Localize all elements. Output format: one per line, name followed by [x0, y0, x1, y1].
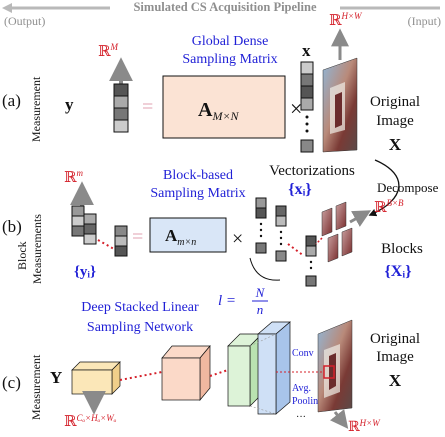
block-matrix: [149, 217, 227, 253]
global-matrix: [162, 75, 286, 139]
yi-symbol: {yᵢ}: [74, 264, 96, 280]
original-image-c: [317, 319, 353, 413]
times-a: ×: [290, 96, 302, 121]
panel-a: (a) Measurement ℝM y = Global Dense Samp…: [2, 11, 420, 154]
decompose-arrow: [368, 159, 400, 217]
x-symbol: x: [302, 41, 311, 60]
arrow-blocks: [349, 210, 372, 227]
global-matrix-title-2: Sampling Matrix: [182, 52, 277, 67]
ratio-l: l =: [218, 293, 236, 309]
panel-b-measurement-label-2: Measurements: [30, 214, 44, 284]
pipeline-header: Simulated CS Acquisition Pipeline (Outpu…: [2, 0, 441, 28]
times-b: ×: [232, 228, 243, 250]
panel-c: (c) Measurement Deep Stacked Linear Samp…: [2, 300, 420, 435]
matrix-a-symbol: AM×N: [198, 99, 240, 123]
Y-symbol: Y: [50, 368, 62, 387]
block-matrix-title-2: Sampling Matrix: [150, 186, 245, 201]
link-c2: [209, 369, 229, 377]
panel-b-label: (b): [2, 217, 22, 236]
vectorizations-symbol: {xᵢ}: [288, 181, 311, 198]
feature-map-yellow: [71, 361, 121, 395]
y-symbol: y: [65, 95, 74, 114]
yi-vectors: [71, 205, 128, 257]
feature-map-blue: [257, 321, 291, 415]
arrow-down-image-c: [330, 409, 349, 429]
space-rhw-c: ℝH×W: [348, 418, 381, 435]
panel-b-measurement-label-1: Block: [15, 241, 29, 270]
panel-a-measurement-label: Measurement: [29, 76, 43, 142]
global-matrix-title-1: Global Dense: [192, 34, 269, 49]
ratio-denominator: n: [257, 302, 264, 317]
network-title-1: Deep Stacked Linear: [81, 300, 199, 315]
image-a-label-2: Image: [376, 113, 414, 129]
xi-brace: [249, 257, 281, 281]
matrix-b-symbol: Am×n: [165, 226, 196, 248]
vectorizations-label: Vectorizations: [269, 163, 355, 179]
block-matrix-title-1: Block-based: [163, 168, 233, 183]
equals-a: =: [142, 96, 153, 118]
conv-label: Conv: [292, 348, 314, 359]
input-label: (Input): [408, 14, 441, 28]
panel-c-measurement-label: Measurement: [29, 354, 43, 420]
ratio-numerator: N: [255, 285, 266, 300]
original-image-a: [322, 57, 358, 153]
x-vector-dots: [305, 115, 309, 133]
image-c-label-1: Original: [370, 331, 420, 347]
equals-b: =: [132, 226, 143, 248]
pool-label-1: Avg.: [292, 383, 311, 394]
panel-b: (b) Block Measurements ℝm {yᵢ} = Block-b…: [2, 168, 423, 317]
pool-label-2: Pooling: [292, 396, 323, 407]
image-c-symbol: X: [389, 371, 402, 390]
panel-c-label: (c): [2, 373, 21, 392]
blocks-label: Blocks: [381, 241, 423, 257]
image-a-symbol: X: [389, 135, 402, 154]
ellipsis-label: ···: [296, 412, 306, 423]
space-rm-b: ℝm: [64, 168, 83, 186]
space-rbb: ℝB×B: [374, 198, 404, 216]
image-a-label-1: Original: [370, 94, 420, 110]
output-label: (Output): [4, 14, 45, 28]
link-c1: [119, 371, 163, 381]
space-c: ℝCₒ×Hₒ×Wₒ: [64, 413, 117, 430]
network-title-2: Sampling Network: [87, 320, 193, 335]
decompose-label: Decompose: [377, 180, 439, 195]
space-rm: ℝM: [98, 42, 118, 60]
pipeline-arrow-head: [2, 3, 12, 13]
space-rhw-a: ℝH×W: [329, 11, 363, 29]
image-c-label-2: Image: [376, 349, 414, 365]
feature-map-green: [227, 333, 263, 407]
y-vector: [113, 83, 129, 133]
panel-a-label: (a): [2, 91, 21, 110]
x-vector: [300, 61, 314, 153]
feature-map-peach: [161, 345, 211, 401]
pipeline-title: Simulated CS Acquisition Pipeline: [133, 0, 316, 14]
blocks-symbol: {Xᵢ}: [385, 263, 412, 280]
projection-lines: [249, 333, 277, 415]
image-blocks: [315, 201, 353, 263]
xi-vectors: [255, 197, 317, 287]
